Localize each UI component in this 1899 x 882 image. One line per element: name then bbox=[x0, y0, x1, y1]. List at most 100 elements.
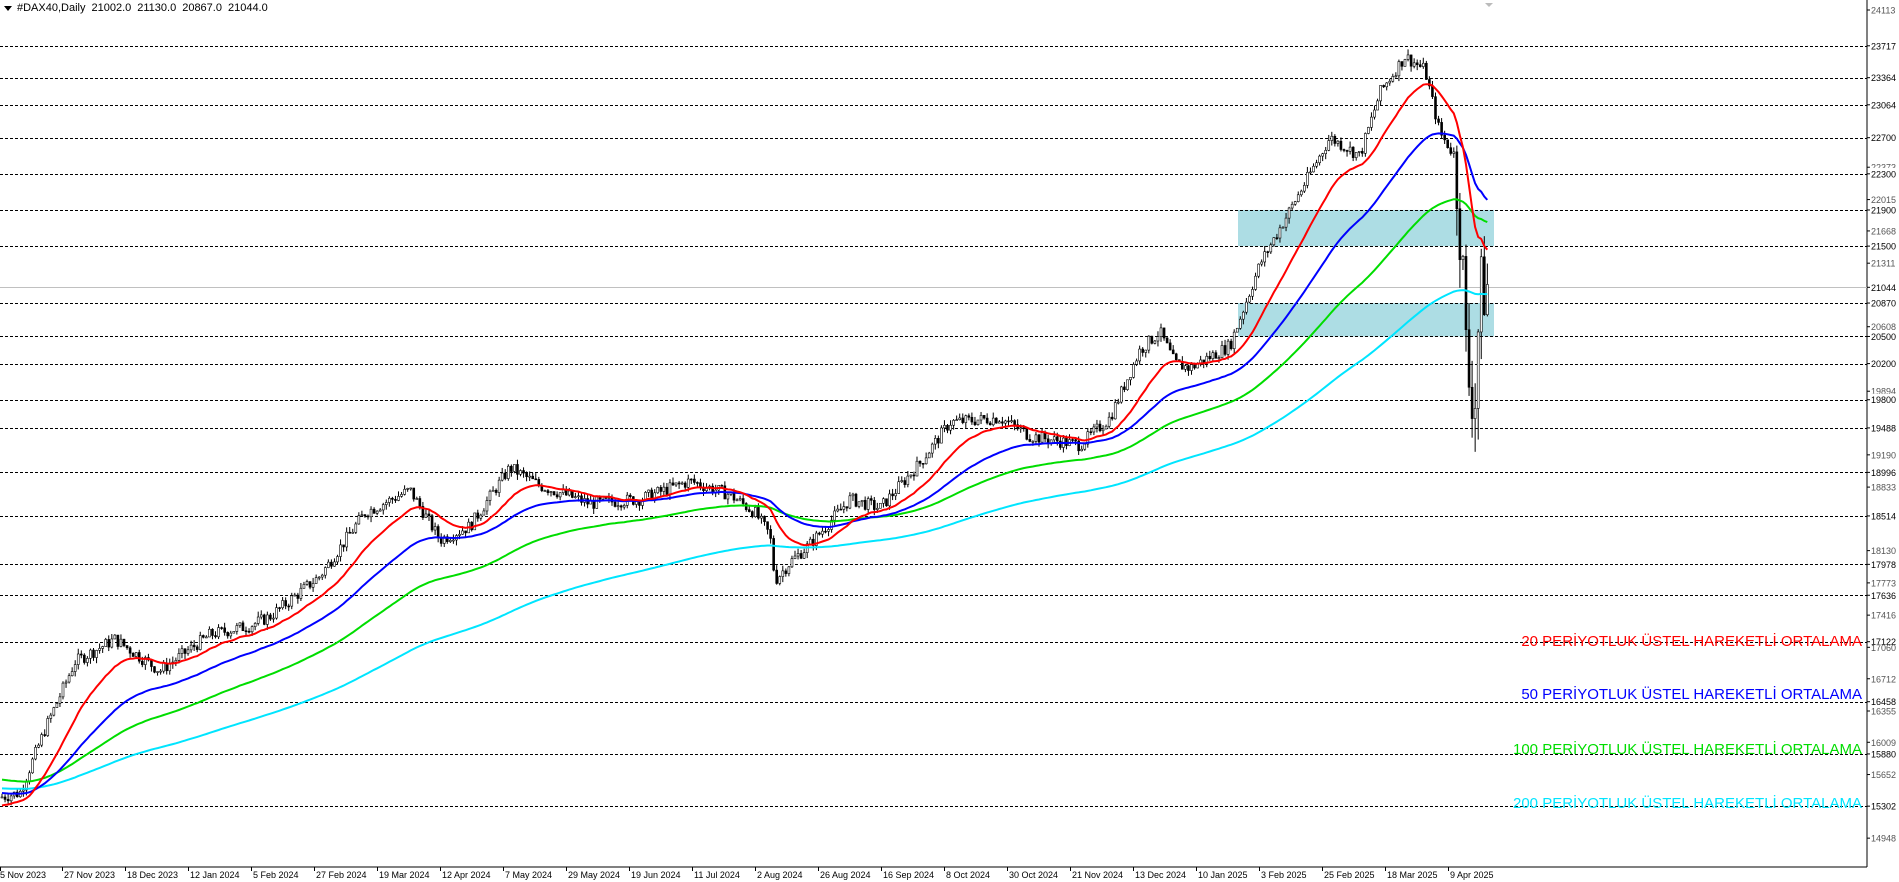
candle-body bbox=[1254, 275, 1257, 290]
candle-body bbox=[1184, 365, 1187, 370]
support-resistance-zone[interactable] bbox=[1238, 209, 1494, 247]
candle-body bbox=[778, 576, 782, 584]
candle-body bbox=[406, 488, 409, 490]
candle-body bbox=[192, 644, 196, 648]
candle-body bbox=[967, 415, 971, 418]
candle-body bbox=[869, 498, 873, 501]
candle-body bbox=[506, 465, 510, 479]
candle-body bbox=[217, 627, 220, 638]
time-axis-label: 18 Dec 2023 bbox=[127, 870, 178, 880]
candle-body bbox=[1104, 425, 1108, 430]
price-label-bg bbox=[1869, 393, 1899, 405]
candle-body bbox=[860, 499, 864, 503]
candle-body bbox=[894, 493, 897, 497]
candle-body bbox=[1135, 360, 1138, 365]
candle-body bbox=[976, 419, 980, 425]
candle-body bbox=[680, 482, 684, 485]
candle-body bbox=[799, 553, 803, 559]
candle-body bbox=[269, 614, 272, 620]
candle-body bbox=[1376, 100, 1379, 111]
candle-body bbox=[244, 630, 248, 633]
candle-body bbox=[1406, 54, 1410, 60]
candle-body bbox=[857, 501, 861, 507]
candle-body bbox=[247, 630, 251, 633]
candle-body bbox=[1309, 171, 1312, 174]
candle-body bbox=[741, 498, 745, 504]
candle-body bbox=[83, 654, 86, 663]
candle-body bbox=[46, 718, 50, 736]
candle-body bbox=[866, 498, 870, 510]
candle-body bbox=[202, 635, 205, 638]
candle-body bbox=[503, 472, 507, 479]
candle-body bbox=[104, 639, 107, 647]
price-label-bg bbox=[1869, 330, 1899, 342]
ema20-legend-text: 20 PERİYOTLUK ÜSTEL HAREKETLİ ORTALAMA bbox=[1521, 633, 1862, 650]
candle-body bbox=[412, 487, 416, 500]
price-axis-label: 20500 bbox=[1871, 332, 1896, 342]
candle-body bbox=[574, 496, 577, 498]
candle-body bbox=[522, 470, 525, 474]
price-axis-label: 19488 bbox=[1871, 423, 1896, 433]
candle-body bbox=[915, 460, 919, 477]
candle-body bbox=[1452, 151, 1456, 154]
candle-body bbox=[513, 464, 516, 472]
candle-body bbox=[1476, 331, 1480, 409]
candle-body bbox=[241, 622, 245, 632]
candle-body bbox=[153, 666, 156, 673]
candle-body bbox=[1455, 151, 1459, 210]
candle-body bbox=[656, 487, 660, 494]
candle-body bbox=[262, 614, 266, 625]
candle-body bbox=[299, 587, 303, 599]
candle-body bbox=[1080, 448, 1083, 452]
candle-body bbox=[973, 421, 977, 425]
candle-body bbox=[1281, 226, 1285, 229]
candle-body bbox=[872, 500, 876, 510]
candle-body bbox=[186, 649, 190, 654]
ema200-legend: 200 PERİYOTLUK ÜSTEL HAREKETLİ ORTALAMA bbox=[1513, 795, 1862, 812]
support-resistance-zone[interactable] bbox=[1238, 303, 1494, 337]
time-axis-label: 2 Aug 2024 bbox=[757, 870, 803, 880]
candle-body bbox=[1141, 348, 1144, 353]
candle-body bbox=[1107, 416, 1111, 427]
time-axis-label: 16 Sep 2024 bbox=[883, 870, 934, 880]
price-label-bg bbox=[1869, 297, 1899, 309]
candle-body bbox=[1037, 434, 1041, 443]
price-label-bg bbox=[1869, 558, 1899, 570]
price-axis-label: 21900 bbox=[1871, 205, 1896, 215]
candle-body bbox=[824, 530, 827, 533]
time-axis-label: 7 May 2024 bbox=[505, 870, 552, 880]
candle-body bbox=[998, 421, 1001, 424]
candle-body bbox=[37, 744, 40, 748]
candle-body bbox=[851, 493, 855, 497]
candle-body bbox=[1296, 194, 1300, 202]
candle-body bbox=[1412, 62, 1416, 67]
candle-body bbox=[943, 425, 946, 429]
candle-body bbox=[577, 495, 580, 498]
candle-body bbox=[848, 495, 852, 509]
candle-body bbox=[796, 553, 800, 557]
candle-body bbox=[595, 496, 599, 509]
candle-body bbox=[1293, 201, 1297, 205]
candle-body bbox=[330, 561, 333, 567]
candle-body bbox=[662, 486, 666, 492]
candle-body bbox=[305, 581, 309, 585]
candle-body bbox=[757, 507, 760, 519]
candle-body bbox=[1126, 379, 1129, 390]
candle-body bbox=[1034, 434, 1038, 442]
candle-body bbox=[1083, 443, 1087, 450]
candle-body bbox=[772, 538, 775, 571]
price-axis-label: 16712 bbox=[1871, 674, 1896, 684]
collapse-triangle-icon[interactable] bbox=[4, 5, 12, 11]
price-axis-label: 22700 bbox=[1871, 133, 1896, 143]
candle-body bbox=[677, 482, 681, 485]
candle-body bbox=[784, 570, 788, 574]
candle-body bbox=[1159, 327, 1163, 337]
candle-body bbox=[89, 649, 92, 659]
shift-marker-icon[interactable] bbox=[1485, 3, 1493, 7]
price-axis-label: 20608 bbox=[1871, 322, 1896, 332]
ema20-legend: 20 PERİYOTLUK ÜSTEL HAREKETLİ ORTALAMA bbox=[1521, 633, 1862, 650]
candle-body bbox=[458, 533, 461, 536]
candle-body bbox=[479, 514, 483, 519]
